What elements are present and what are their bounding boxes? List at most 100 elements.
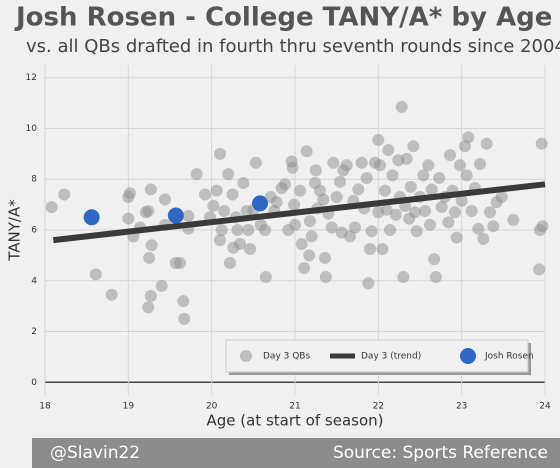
point (364, 243, 376, 256)
point (365, 225, 378, 238)
point (334, 175, 346, 188)
point (178, 312, 191, 325)
point (309, 164, 322, 177)
chart-title: Josh Rosen - College TANY/A* by Age (14, 3, 552, 33)
point (286, 161, 299, 174)
y-tick-label: 12 (26, 73, 37, 83)
point (474, 158, 486, 170)
chart-subtitle: vs. all QBs drafted in fourth thru seven… (26, 36, 560, 57)
point (279, 178, 291, 191)
point (305, 230, 318, 243)
point (380, 203, 393, 216)
point (288, 198, 301, 211)
point (224, 257, 236, 269)
point (122, 212, 135, 225)
point (362, 277, 375, 290)
point (174, 257, 186, 269)
point (425, 183, 438, 196)
point (450, 231, 463, 244)
point (395, 100, 408, 113)
point (460, 169, 473, 182)
point (295, 237, 308, 250)
point (429, 270, 442, 283)
point (218, 204, 231, 217)
point (270, 196, 283, 209)
point (226, 188, 239, 201)
point (259, 270, 272, 283)
point (319, 251, 331, 264)
point (404, 180, 417, 193)
point (386, 169, 399, 182)
legend-key (460, 348, 476, 364)
point (304, 215, 316, 228)
point (355, 156, 368, 169)
highlight-point (83, 209, 100, 226)
point (360, 171, 373, 184)
x-axis-label: Age (at start of season) (207, 412, 384, 430)
point (507, 213, 520, 226)
point (433, 171, 446, 184)
point (259, 224, 271, 236)
point (352, 183, 365, 196)
point (400, 152, 413, 165)
point (327, 156, 340, 169)
point (533, 263, 546, 276)
point (155, 279, 168, 292)
point (45, 201, 58, 214)
point (379, 184, 391, 197)
point (444, 149, 456, 162)
point (300, 145, 313, 158)
point (422, 159, 435, 172)
point (374, 159, 386, 172)
point (462, 131, 475, 144)
highlight-point (167, 207, 184, 224)
point (407, 140, 420, 153)
point (389, 208, 402, 221)
point (177, 295, 190, 308)
highlight-point (252, 195, 268, 212)
point (234, 237, 246, 250)
point (376, 243, 389, 256)
point (372, 133, 385, 146)
y-tick-label: 4 (31, 276, 37, 286)
point (536, 220, 549, 233)
point (535, 137, 548, 150)
point (442, 216, 455, 229)
point (435, 201, 448, 214)
point (449, 206, 461, 219)
source: Source: Sports Reference (333, 443, 548, 463)
point (477, 232, 490, 245)
point (317, 193, 330, 206)
point (145, 239, 158, 252)
x-tick-label: 23 (456, 402, 467, 412)
y-tick-label: 2 (31, 327, 37, 337)
point (417, 169, 430, 182)
point (105, 288, 118, 301)
point (455, 194, 468, 207)
legend-box (225, 339, 529, 373)
point (190, 168, 203, 181)
point (472, 222, 485, 235)
point (349, 221, 361, 234)
point (330, 191, 343, 203)
legend-label: Day 3 QBs (263, 352, 310, 362)
x-tick-label: 22 (373, 402, 384, 412)
point (289, 218, 301, 231)
y-tick-label: 0 (31, 378, 37, 388)
point (294, 184, 306, 197)
point (495, 191, 508, 203)
y-tick-label: 8 (31, 175, 37, 185)
point (142, 204, 155, 217)
point (419, 204, 431, 217)
point (340, 159, 353, 172)
x-tick-label: 19 (123, 402, 135, 412)
point (214, 147, 226, 160)
point (182, 210, 195, 223)
point (222, 168, 235, 181)
point (487, 220, 500, 233)
point (484, 206, 496, 219)
x-tick-label: 21 (289, 402, 300, 412)
point (159, 193, 171, 206)
x-tick-label: 24 (539, 402, 551, 412)
